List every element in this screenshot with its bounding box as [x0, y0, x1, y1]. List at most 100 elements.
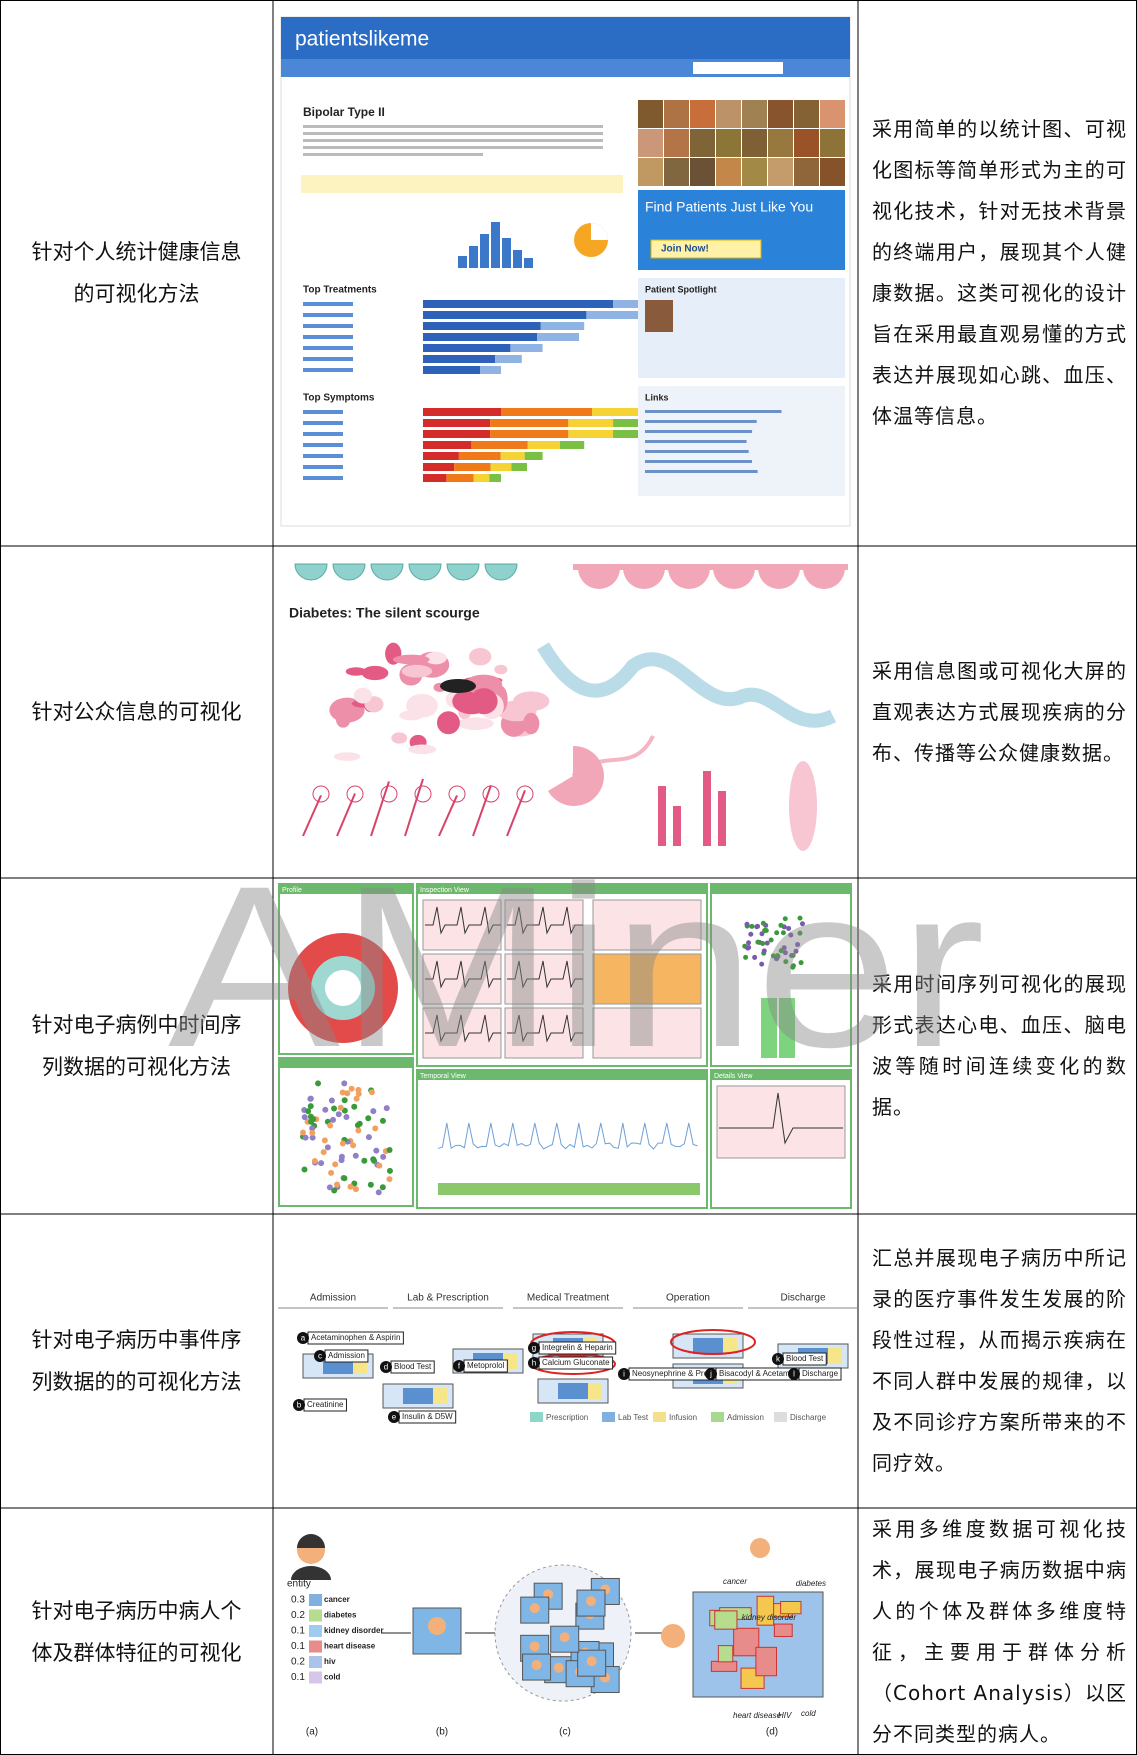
person-head	[661, 1624, 685, 1648]
text-line	[645, 460, 752, 463]
bar	[423, 311, 587, 319]
scatter-dot	[307, 1103, 314, 1110]
photo	[742, 158, 767, 186]
figure-text: Neosynephrine & Propofol & D5W	[632, 1369, 753, 1378]
map-region	[335, 711, 351, 728]
scatter-dot	[788, 932, 794, 938]
photo	[664, 100, 689, 128]
text-line	[303, 324, 353, 328]
event-badge	[772, 1353, 784, 1365]
person-head	[586, 1656, 597, 1667]
join-button	[650, 239, 762, 259]
scatter-dot	[324, 1144, 331, 1151]
panel-header	[279, 884, 413, 894]
photo	[664, 129, 689, 157]
scatter-dot	[318, 1160, 325, 1167]
scatter-dot	[795, 942, 801, 948]
patient-card	[522, 1653, 552, 1681]
scatter-dot	[774, 930, 780, 936]
scatter-dot	[383, 1105, 390, 1112]
scatter-dot	[786, 925, 792, 931]
scatter-dot	[744, 921, 750, 927]
bar	[703, 771, 711, 846]
histogram-bar	[480, 234, 489, 268]
scatter-dot	[367, 1181, 374, 1188]
row-description: 采用信息图或可视化大屏的直观表达方式展现疾病的分布、传播等公众健康数据。	[858, 546, 1137, 878]
matrix-cell	[733, 1627, 760, 1657]
scatter-dot	[386, 1176, 393, 1183]
ecg-trace	[507, 1014, 583, 1043]
scatter-dot	[302, 1134, 309, 1141]
row-label-text: 针对电子病例中时间序列数据的可视化方法	[31, 1013, 242, 1079]
matrix-cell	[717, 1645, 734, 1663]
figure: entity 0.3 cancer 0.2 diabetes 0.1 kidney diso…	[287, 1534, 826, 1738]
scatter-dot	[373, 1147, 380, 1154]
photo	[716, 129, 741, 157]
text-line	[303, 432, 343, 436]
scatter-dot	[379, 1184, 386, 1191]
scatter-dot	[341, 1080, 348, 1087]
figure-text: l	[793, 1370, 795, 1379]
scatter-dot	[305, 1108, 312, 1115]
photo	[690, 129, 715, 157]
patient-card	[577, 1649, 607, 1677]
bar	[490, 463, 512, 471]
scatter-dot	[328, 1097, 335, 1104]
figure-text: a	[301, 1334, 306, 1343]
figure-text: Admission	[727, 1413, 764, 1422]
map-region	[345, 667, 367, 676]
marker	[380, 785, 398, 803]
scatter-dot	[332, 1161, 339, 1168]
histogram-bar	[469, 246, 478, 268]
entity-swatch	[309, 1594, 322, 1606]
bar	[480, 366, 501, 374]
person-head	[531, 1660, 542, 1671]
signal	[437, 1122, 698, 1150]
histogram-bar	[524, 258, 533, 268]
text-line	[645, 470, 758, 473]
text-line	[645, 410, 782, 413]
bar	[423, 419, 491, 427]
ecg-cell	[504, 1007, 584, 1059]
scatter-dot	[783, 959, 789, 965]
matrix-cell	[714, 1610, 738, 1630]
ecg-trace	[425, 1014, 501, 1043]
event-block	[403, 1388, 433, 1404]
scatter-dot	[338, 1157, 345, 1164]
scatter-dot	[356, 1120, 363, 1127]
bar	[423, 474, 447, 482]
person-head	[529, 1603, 540, 1614]
row-description-text: 汇总并展现电子病历中所记录的医疗事件发生发展的阶段性过程，从而揭示疾病在不同人群…	[872, 1246, 1127, 1475]
event-badge	[314, 1350, 326, 1362]
bar	[423, 366, 480, 374]
scatter-dot	[782, 950, 788, 956]
photo	[820, 100, 845, 128]
scatter-dot	[343, 1113, 350, 1120]
scatter-dot	[341, 1175, 348, 1182]
matrix-cell	[710, 1660, 738, 1672]
scatter-dot	[759, 961, 765, 967]
bar	[510, 344, 543, 352]
figure-text: Lab Test	[618, 1413, 649, 1422]
photo	[768, 129, 793, 157]
map-region	[464, 674, 503, 695]
figure-text: Discharge	[802, 1369, 839, 1378]
bar	[490, 419, 569, 427]
event-badge	[705, 1368, 717, 1380]
scatter-dot	[798, 960, 804, 966]
panel	[278, 1057, 414, 1207]
bar	[718, 791, 726, 846]
photo	[742, 100, 767, 128]
row-description: 采用多维度数据可视化技术，展现电子病历数据中病人的个体及群体多维度特征，主要用于…	[858, 1508, 1137, 1755]
figure-text: (b)	[436, 1727, 448, 1738]
trend-line	[404, 778, 424, 837]
figure-text: Profile	[282, 887, 302, 894]
figure-text: Insulin & D5W	[402, 1412, 453, 1421]
ecg-trace	[507, 960, 583, 989]
text-line	[303, 335, 353, 339]
text-line	[645, 450, 749, 453]
scatter-dot	[331, 1105, 338, 1112]
bar	[454, 463, 491, 471]
map-region	[457, 717, 494, 730]
trend-line	[506, 790, 526, 837]
